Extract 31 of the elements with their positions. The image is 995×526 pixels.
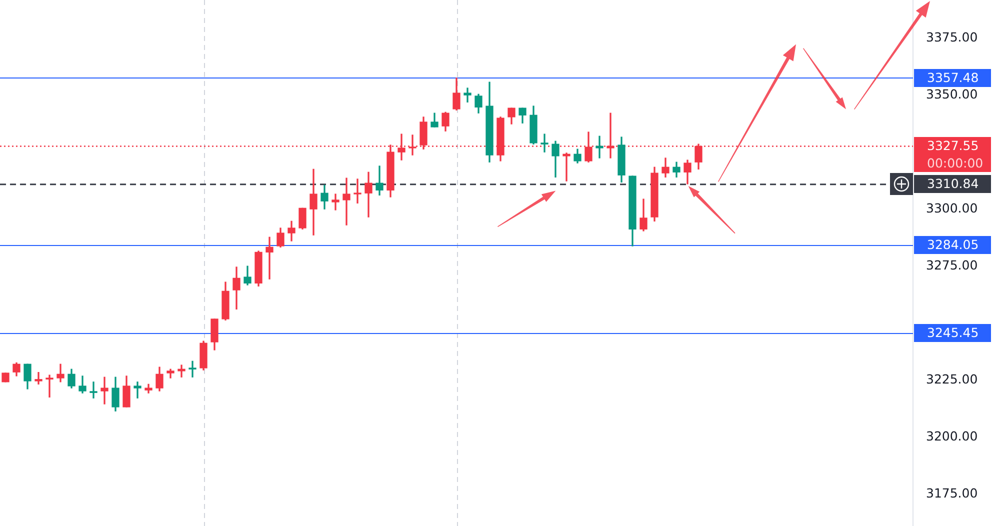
candlestick <box>100 376 108 404</box>
text: 00:00:00 <box>927 155 984 170</box>
ref-line-label: 3357.48 <box>927 70 979 85</box>
ref-line-label: 3245.45 <box>927 325 979 340</box>
y-tick-label: 3225.00 <box>926 371 978 386</box>
candlestick <box>178 364 186 378</box>
candlestick <box>342 178 350 226</box>
candlestick <box>540 134 548 152</box>
candlestick <box>562 152 570 182</box>
ref-line-label: 3284.05 <box>927 237 979 252</box>
ref-line-label: 3327.55 <box>927 138 979 154</box>
y-tick-label: 3300.00 <box>926 200 978 216</box>
y-tick-label: 3200.00 <box>926 428 978 444</box>
candlestick <box>46 374 54 398</box>
candlestick <box>34 372 42 385</box>
candlestick <box>90 382 98 398</box>
candlestick <box>310 168 318 236</box>
y-tick-label: 3350.00 <box>926 86 978 102</box>
candlestick <box>266 236 274 280</box>
candlestick <box>188 360 196 378</box>
candlestick <box>376 166 384 196</box>
candlestick <box>464 88 472 102</box>
candlestick <box>354 178 362 204</box>
candlestick <box>134 382 142 398</box>
candlestick <box>364 172 372 218</box>
candlestick <box>596 136 604 158</box>
y-tick-label: 3275.00 <box>926 257 978 272</box>
y-tick-label: 3375.00 <box>926 29 978 44</box>
candlestick <box>332 194 340 210</box>
ref-line-label: 3310.84 <box>927 176 979 192</box>
y-tick-label: 3175.00 <box>926 485 978 500</box>
